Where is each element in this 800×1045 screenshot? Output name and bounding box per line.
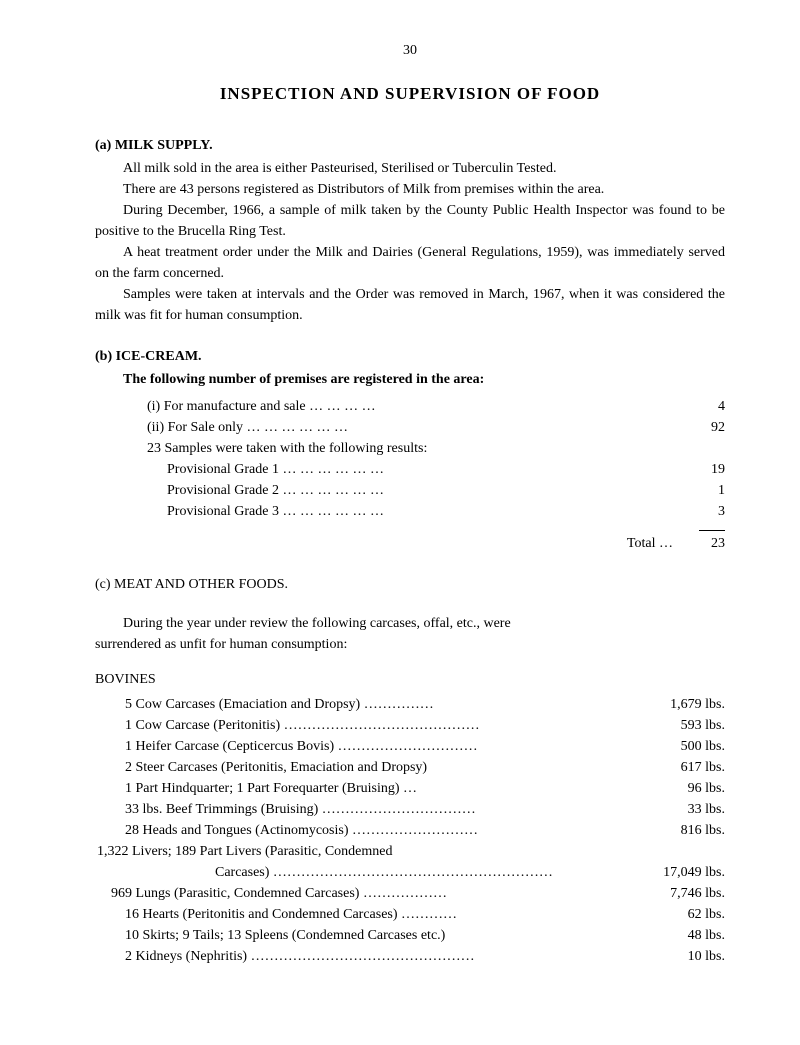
bovine-value: 62 lbs. xyxy=(645,904,725,925)
table-row: 5 Cow Carcases (Emaciation and Dropsy) …… xyxy=(125,694,725,715)
sample-intro: 23 Samples were taken with the following… xyxy=(147,438,725,459)
section-a-p4: A heat treatment order under the Milk an… xyxy=(95,242,725,284)
total-rule xyxy=(699,530,725,531)
bovine-value: 816 lbs. xyxy=(645,820,725,841)
table-row-livers: 1,322 Livers; 189 Part Livers (Parasitic… xyxy=(97,841,725,862)
carcases-label: Carcases) …………………………………………………… xyxy=(125,862,645,883)
section-milk-supply: (a) MILK SUPPLY. All milk sold in the ar… xyxy=(95,135,725,326)
section-c-para: During the year under review the followi… xyxy=(95,613,725,655)
table-row-carcases: Carcases) …………………………………………………… 17,049 lb… xyxy=(125,862,725,883)
bovines-list: 5 Cow Carcases (Emaciation and Dropsy) …… xyxy=(125,694,725,967)
table-row: 1 Heifer Carcase (Cepticercus Bovis) ………… xyxy=(125,736,725,757)
section-b-subheading: The following number of premises are reg… xyxy=(95,369,725,390)
table-row: 969 Lungs (Parasitic, Condemned Carcases… xyxy=(111,883,725,904)
list-value: 19 xyxy=(689,459,725,480)
bovine-value: 617 lbs. xyxy=(645,757,725,778)
list-value: 1 xyxy=(689,480,725,501)
section-a-p3: During December, 1966, a sample of milk … xyxy=(95,200,725,242)
table-row: 33 lbs. Beef Trimmings (Bruising) ………………… xyxy=(125,799,725,820)
table-row: 10 Skirts; 9 Tails; 13 Spleens (Condemne… xyxy=(125,925,725,946)
bovines-heading: BOVINES xyxy=(95,669,725,690)
list-item: Provisional Grade 3 … … … … … … 3 xyxy=(147,501,725,522)
main-title: INSPECTION AND SUPERVISION OF FOOD xyxy=(95,81,725,107)
list-item: (ii) For Sale only … … … … … … 92 xyxy=(147,417,725,438)
table-row: 2 Steer Carcases (Peritonitis, Emaciatio… xyxy=(125,757,725,778)
bovine-label: 2 Kidneys (Nephritis) ………………………………………… xyxy=(125,946,645,967)
list-label: Provisional Grade 2 … … … … … … xyxy=(167,480,689,501)
bovine-value: 10 lbs. xyxy=(645,946,725,967)
bovine-label: 28 Heads and Tongues (Actinomycosis) ………… xyxy=(125,820,645,841)
bovine-label: 10 Skirts; 9 Tails; 13 Spleens (Condemne… xyxy=(125,925,645,946)
carcases-value: 17,049 lbs. xyxy=(645,862,725,883)
bovine-value: 500 lbs. xyxy=(645,736,725,757)
bovine-value: 48 lbs. xyxy=(645,925,725,946)
bovine-label: 5 Cow Carcases (Emaciation and Dropsy) …… xyxy=(125,694,645,715)
sample-intro-text: 23 Samples were taken with the following… xyxy=(147,438,725,459)
list-value: 3 xyxy=(689,501,725,522)
section-ice-cream: (b) ICE-CREAM. The following number of p… xyxy=(95,346,725,554)
section-b-list: (i) For manufacture and sale … … … … 4 (… xyxy=(147,396,725,554)
bovine-label: 1 Part Hindquarter; 1 Part Forequarter (… xyxy=(125,778,645,799)
total-block: Total … 23 xyxy=(147,530,725,554)
bovine-value: 96 lbs. xyxy=(645,778,725,799)
bovine-value: 1,679 lbs. xyxy=(645,694,725,715)
livers-line: 1,322 Livers; 189 Part Livers (Parasitic… xyxy=(97,841,725,862)
bovine-label: 33 lbs. Beef Trimmings (Bruising) ………………… xyxy=(125,799,645,820)
list-value: 4 xyxy=(689,396,725,417)
total-value: 23 xyxy=(689,533,725,554)
section-b-heading: (b) ICE-CREAM. xyxy=(95,346,725,367)
section-a-heading: (a) MILK SUPPLY. xyxy=(95,135,725,156)
list-label: Provisional Grade 3 … … … … … … xyxy=(167,501,689,522)
bovine-value: 33 lbs. xyxy=(645,799,725,820)
list-item: Provisional Grade 1 … … … … … … 19 xyxy=(147,459,725,480)
section-c-heading: (c) MEAT AND OTHER FOODS. xyxy=(95,574,725,595)
table-row: 2 Kidneys (Nephritis) ………………………………………… 1… xyxy=(125,946,725,967)
bovine-label: 1 Heifer Carcase (Cepticercus Bovis) ………… xyxy=(125,736,645,757)
page-number: 30 xyxy=(95,40,725,61)
bovine-value: 593 lbs. xyxy=(645,715,725,736)
list-label: (i) For manufacture and sale … … … … xyxy=(147,396,689,417)
table-row: 1 Part Hindquarter; 1 Part Forequarter (… xyxy=(125,778,725,799)
section-c-p1b: surrendered as unfit for human consumpti… xyxy=(95,634,725,655)
section-a-p1: All milk sold in the area is either Past… xyxy=(95,158,725,179)
section-a-p2: There are 43 persons registered as Distr… xyxy=(95,179,725,200)
section-c-p1a: During the year under review the followi… xyxy=(95,613,725,634)
table-row: 1 Cow Carcase (Peritonitis) ………………………………… xyxy=(125,715,725,736)
list-label: (ii) For Sale only … … … … … … xyxy=(147,417,689,438)
list-item: Provisional Grade 2 … … … … … … 1 xyxy=(147,480,725,501)
section-meat-other-foods: (c) MEAT AND OTHER FOODS. xyxy=(95,574,725,595)
list-item: (i) For manufacture and sale … … … … 4 xyxy=(147,396,725,417)
bovine-label: 16 Hearts (Peritonitis and Condemned Car… xyxy=(125,904,645,925)
bovine-label: 2 Steer Carcases (Peritonitis, Emaciatio… xyxy=(125,757,645,778)
list-value: 92 xyxy=(689,417,725,438)
section-a-p5: Samples were taken at intervals and the … xyxy=(95,284,725,326)
table-row: 16 Hearts (Peritonitis and Condemned Car… xyxy=(125,904,725,925)
table-row: 28 Heads and Tongues (Actinomycosis) ………… xyxy=(125,820,725,841)
bovine-label: 969 Lungs (Parasitic, Condemned Carcases… xyxy=(111,883,645,904)
bovine-label: 1 Cow Carcase (Peritonitis) ………………………………… xyxy=(125,715,645,736)
total-label: Total … xyxy=(627,533,673,554)
bovine-value: 7,746 lbs. xyxy=(645,883,725,904)
list-label: Provisional Grade 1 … … … … … … xyxy=(167,459,689,480)
